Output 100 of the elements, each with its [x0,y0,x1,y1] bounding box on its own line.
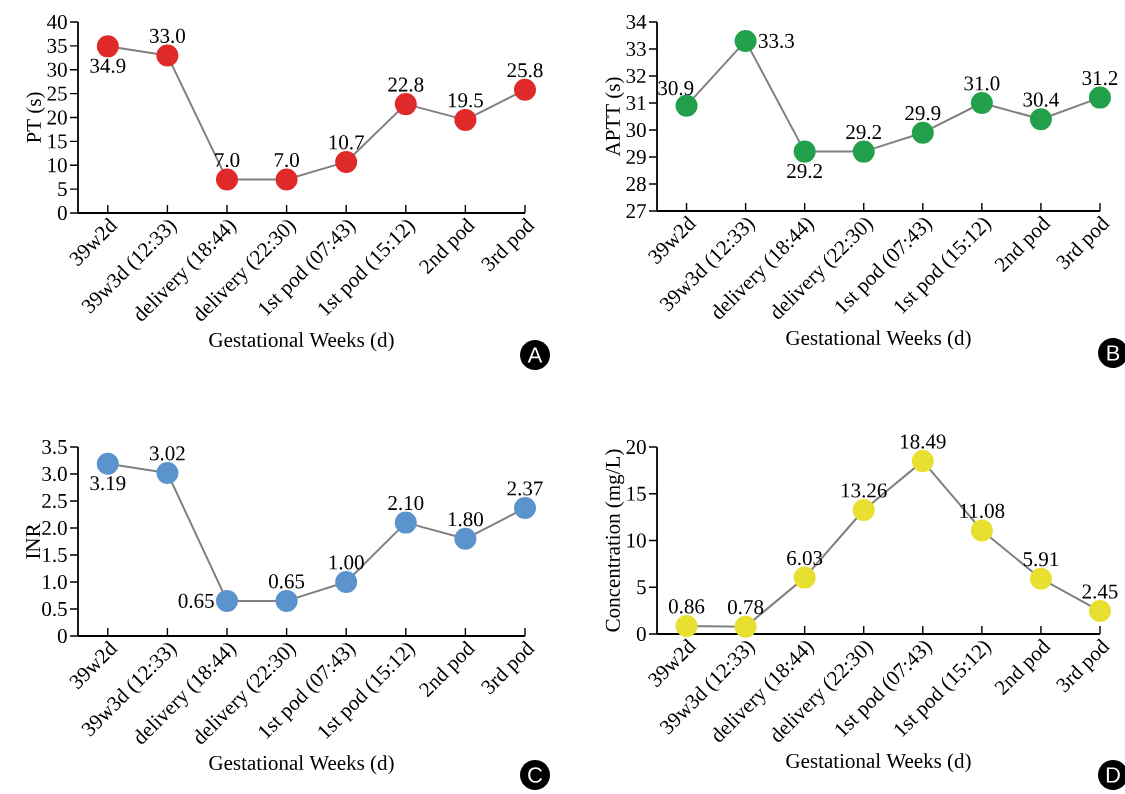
text: C [528,767,543,783]
y-axis-title: PT (s) [26,92,46,143]
data-label: 11.08 [960,503,1005,518]
y-tick-label: 1.0 [43,574,67,590]
point [1029,567,1052,590]
y-tick-label: 5 [58,182,67,197]
data-label: 3.02 [150,446,185,461]
x-tick-label: 3rd pod [481,640,536,695]
point [335,571,358,593]
y-tick-label: 33 [626,41,646,57]
data-label: 7.0 [215,152,240,168]
data-label: 18.49 [901,434,946,449]
point [1029,108,1052,131]
data-label: 25.8 [507,63,543,78]
point [1088,600,1111,623]
y-tick-label: 10 [48,158,67,173]
point [394,511,417,534]
point [734,615,757,638]
data-label: 0.65 [178,593,214,609]
data-label: 31.2 [1082,71,1118,86]
point [793,140,816,163]
data-label: 0.78 [728,600,764,615]
point [852,140,875,163]
data-label: 0.65 [269,574,305,589]
point [335,150,358,173]
point [394,93,417,116]
data-label: 2.45 [1082,584,1118,599]
point [675,94,698,117]
x-tick-label: 3rd pod [481,217,536,272]
point [513,497,536,520]
y-tick-label: 34 [626,14,647,30]
y-tick-label: 15 [627,486,646,501]
point [156,461,179,484]
data-label: 19.5 [448,93,483,108]
point [96,35,119,58]
y-tick-label: 20 [47,110,67,125]
text: A [527,347,543,363]
text: D [1106,767,1120,783]
y-tick-label: 40 [47,14,67,30]
point [911,121,934,144]
y-tick-label: 20 [626,439,646,455]
y-tick-label: 2.5 [42,493,67,509]
y-tick-label: 5 [637,580,646,595]
point [275,589,298,612]
data-label: 7.0 [274,152,299,168]
data-label: 34.9 [90,58,126,73]
y-tick-label: 0 [636,626,646,642]
data-label: 33.3 [759,33,794,48]
y-tick-label: 15 [48,134,67,149]
x-axis-title: Gestational Weeks (d) [786,753,971,773]
y-tick-label: 1.5 [43,547,67,563]
point [513,78,536,101]
y-tick-label: 3.5 [42,439,67,455]
x-axis-title: Gestational Weeks (d) [209,332,394,352]
y-tick-label: 35 [47,38,67,53]
y-tick-label: 30 [626,122,646,138]
data-label: 30.9 [658,81,694,96]
point [216,168,238,191]
point [793,566,816,589]
point [675,614,698,637]
data-label: 2.10 [388,495,424,511]
y-tick-label: 27 [626,204,646,218]
text: B [1107,345,1120,361]
data-label: 29.2 [846,125,881,140]
point [454,527,477,550]
data-label: 1.80 [448,512,483,527]
data-label: 29.2 [787,164,822,179]
y-tick-label: 3.0 [42,466,67,482]
data-label: 31.0 [964,76,1000,91]
y-axis-title: APTT (s) [605,77,625,157]
data-label: 33.0 [150,28,185,43]
data-label: 2.37 [507,481,543,496]
point [275,168,298,191]
data-label: 3.19 [90,476,126,491]
x-axis-title: Gestational Weeks (d) [786,330,971,350]
data-label: 29.9 [905,106,941,121]
point [454,108,477,131]
point [96,452,119,475]
data-label: 5.91 [1023,552,1059,567]
y-tick-label: 25 [47,86,67,101]
point [1088,86,1111,109]
point [852,499,875,522]
x-axis-title: Gestational Weeks (d) [209,755,394,775]
y-tick-label: 31 [626,95,646,111]
y-tick-label: 0.5 [42,601,67,617]
data-label: 0.86 [668,599,705,614]
data-label: 13.26 [841,483,887,498]
point [911,450,934,473]
y-axis-title: INR [26,523,40,559]
y-tick-label: 30 [47,62,67,77]
point [216,589,238,612]
x-tick-label: 3rd pod [1056,215,1111,270]
point [970,519,993,542]
y-tick-label: 2.0 [42,520,67,536]
data-label: 30.4 [1023,92,1059,107]
y-tick-label: 0 [57,628,67,644]
data-label: 6.03 [787,550,823,566]
data-label: 10.7 [329,135,364,150]
y-axis-title: Concentration (mg/L) [605,449,625,632]
point [734,29,757,52]
